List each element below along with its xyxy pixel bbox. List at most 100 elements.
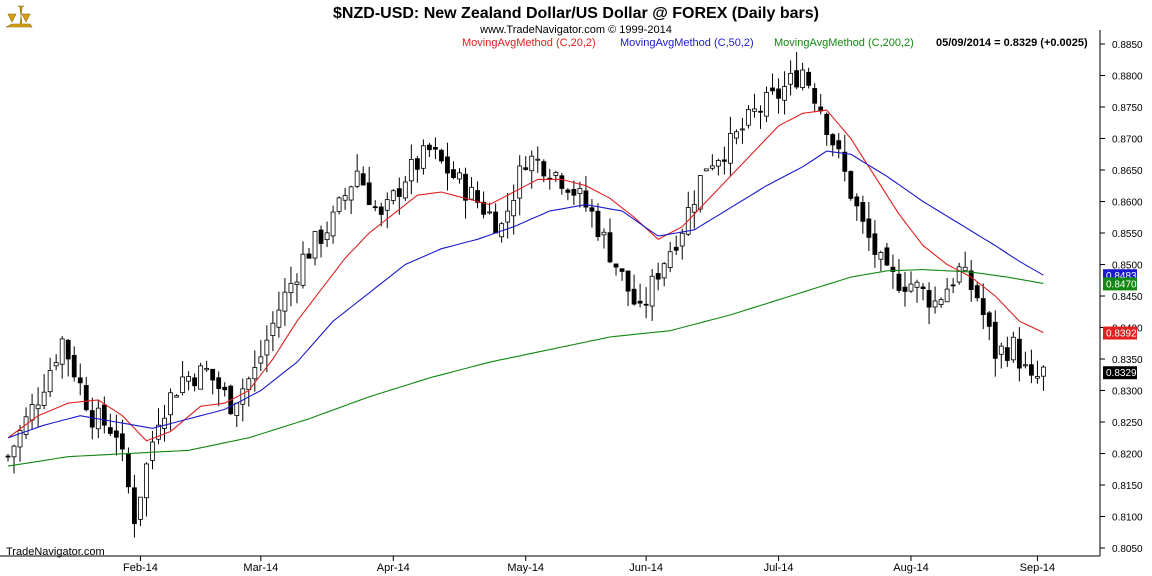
price-bar <box>878 250 884 272</box>
price-bar <box>740 117 745 144</box>
y-tick-label: 0.8200 <box>1112 450 1143 461</box>
price-bar <box>703 168 709 172</box>
ma200-value-tag: 0.8470 <box>1103 277 1137 291</box>
price-bar <box>107 413 113 436</box>
moving-average-lines <box>7 109 1044 467</box>
price-bar <box>469 177 474 201</box>
x-tick-label: Feb-14 <box>123 562 158 574</box>
price-bar <box>330 205 336 244</box>
x-tick-label: Jul-14 <box>764 562 794 574</box>
value-tag-label: 0.8329 <box>1106 368 1137 379</box>
price-bar <box>932 286 938 314</box>
price-bar <box>571 180 577 205</box>
ma50-line <box>7 150 1044 439</box>
price-bar <box>950 278 956 294</box>
price-bar <box>884 242 890 267</box>
x-axis-ticks: Feb-14 Mar-14 Apr-14 May-14 Jun-14 Jul-14 Aug-… <box>123 556 1055 574</box>
price-bar <box>150 430 155 470</box>
x-tick-label: Apr-14 <box>377 562 410 574</box>
price-bar <box>252 350 258 392</box>
price-bar <box>348 185 354 215</box>
price-bar <box>294 273 300 304</box>
price-bar <box>565 188 571 201</box>
price-bar <box>968 259 974 302</box>
price-bar <box>162 404 167 442</box>
y-tick-label: 0.8050 <box>1112 544 1143 555</box>
price-bar <box>752 93 757 118</box>
chart-title: $NZD-USD: New Zealand Dollar/US Dollar @… <box>333 5 819 22</box>
price-bar <box>812 83 818 113</box>
price-bar <box>962 251 968 273</box>
price-bar <box>186 371 192 391</box>
price-bar <box>986 310 992 341</box>
price-bar <box>758 105 763 129</box>
price-bar <box>204 360 210 372</box>
price-bar <box>643 287 649 319</box>
price-bar <box>433 137 438 160</box>
value-tag-label: 0.8392 <box>1106 329 1137 340</box>
price-bar <box>378 202 384 227</box>
price-bar <box>126 447 131 494</box>
price-bar <box>5 453 11 462</box>
price-bar <box>270 311 276 352</box>
price-bar <box>384 192 390 229</box>
price-bar <box>300 241 306 289</box>
price-bar <box>318 225 324 258</box>
price-bar <box>553 170 559 183</box>
price-bar <box>649 268 655 321</box>
y-tick-label: 0.8100 <box>1112 513 1143 524</box>
price-bar <box>715 158 721 176</box>
price-bar <box>222 382 228 397</box>
price-bar <box>637 283 643 308</box>
price-bar <box>234 402 240 427</box>
price-bar <box>679 228 685 260</box>
y-tick-label: 0.8450 <box>1112 292 1143 303</box>
price-bar <box>998 342 1004 369</box>
price-bar <box>956 262 962 285</box>
price-bar <box>770 73 775 95</box>
price-bar <box>1022 351 1028 369</box>
x-tick-label: Sep-14 <box>1020 562 1055 574</box>
y-tick-label: 0.8600 <box>1112 198 1143 209</box>
price-bar <box>360 166 366 186</box>
y-tick-label: 0.8250 <box>1112 418 1143 429</box>
price-bar <box>11 444 17 474</box>
price-bar <box>144 462 149 517</box>
price-bar <box>342 187 348 210</box>
price-bar <box>65 338 71 377</box>
y-tick-label: 0.8350 <box>1112 355 1143 366</box>
price-bar <box>354 154 360 189</box>
price-bar <box>661 261 667 287</box>
price-bar <box>198 362 204 390</box>
price-bar <box>938 297 944 308</box>
price-bar <box>1035 360 1040 384</box>
price-bar <box>800 62 806 91</box>
y-tick-label: 0.8550 <box>1112 229 1143 240</box>
legend-last-value: 05/09/2014 = 0.8329 (+0.0025) <box>936 37 1088 49</box>
ma200-line <box>7 268 1044 467</box>
price-bar <box>842 134 848 182</box>
price-bar <box>29 393 35 430</box>
x-tick-label: May-14 <box>507 562 544 574</box>
price-bar <box>264 325 270 373</box>
price-bar <box>71 346 77 382</box>
price-bar <box>445 142 450 191</box>
price-bar <box>914 279 920 303</box>
price-bar <box>523 156 529 171</box>
price-bar <box>414 156 420 183</box>
price-bar <box>493 203 499 234</box>
price-bar <box>276 291 282 338</box>
price-bar <box>475 181 480 209</box>
price-bar <box>77 363 83 396</box>
price-bar <box>439 148 444 164</box>
price-bar <box>734 129 739 145</box>
price-bar <box>920 283 926 301</box>
price-bar <box>505 192 511 239</box>
footer-brand: TradeNavigator.com <box>6 546 105 558</box>
y-tick-label: 0.8800 <box>1112 72 1143 83</box>
price-bar <box>426 142 432 158</box>
y-tick-label: 0.8850 <box>1112 40 1143 51</box>
price-bar <box>613 263 619 276</box>
price-bar <box>59 336 65 379</box>
